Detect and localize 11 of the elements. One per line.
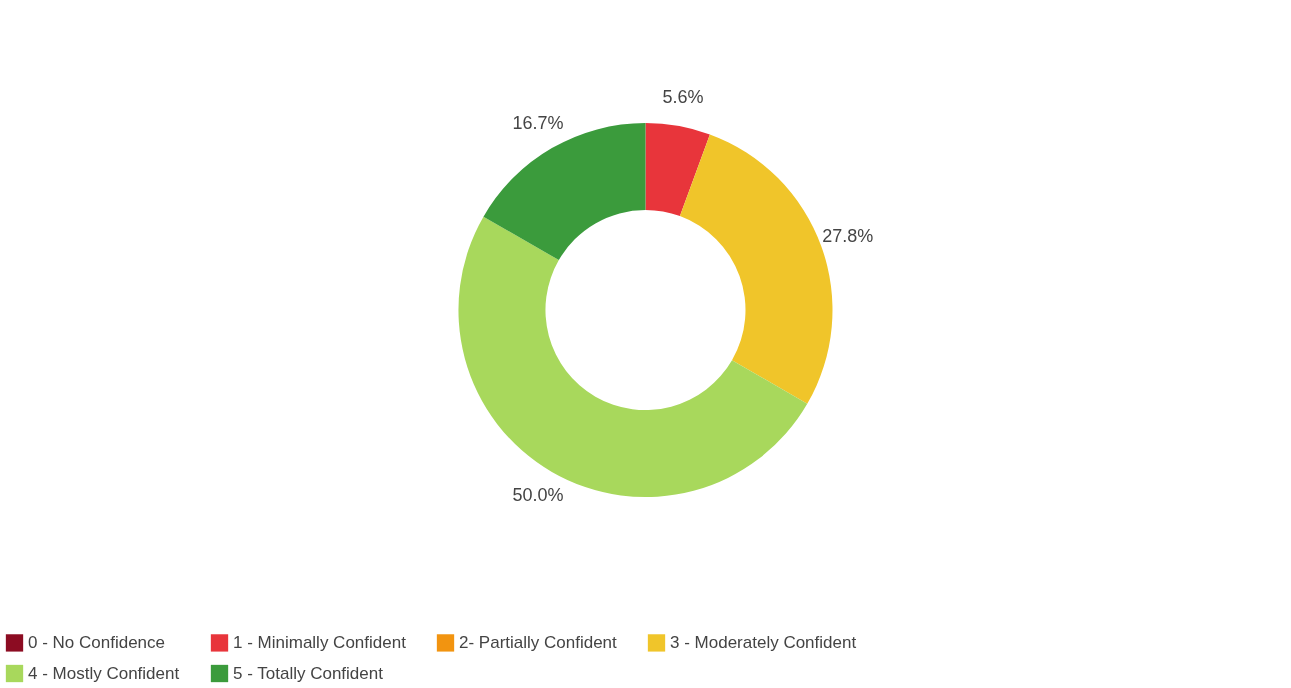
legend-label: 2- Partially Confident [459,632,618,652]
data-label: 16.7% [512,112,564,133]
legend-label: 4 - Mostly Confident [28,663,180,683]
data-label: 50.0% [512,485,564,506]
legend-label: 1 - Minimally Confident [233,632,407,652]
data-label: 27.8% [822,225,874,246]
legend-label: 3 - Moderately Confident [670,632,857,652]
donut-slice [645,123,710,217]
data-label: 5.6% [662,87,704,108]
legend-label: 5 - Totally Confident [233,663,384,683]
legend-label: 0 - No Confidence [28,632,166,652]
